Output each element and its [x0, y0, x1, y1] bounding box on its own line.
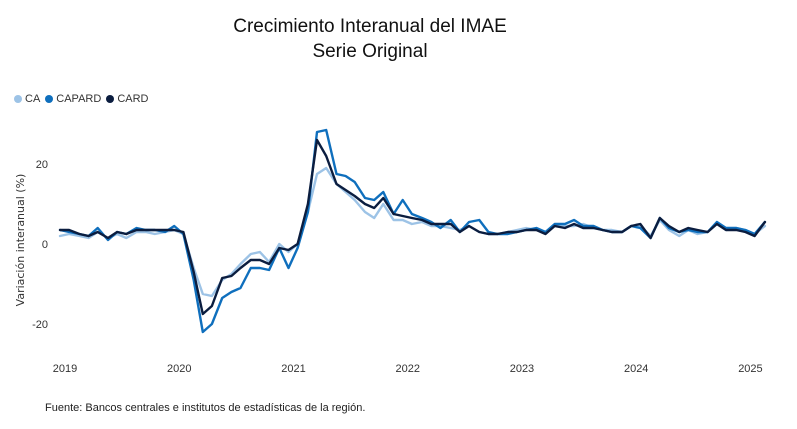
- x-tick-label: 2024: [624, 363, 648, 375]
- y-axis-title: Variación interanual (%): [14, 174, 27, 307]
- y-tick-label: 20: [36, 159, 48, 171]
- legend-label-card: CARD: [117, 93, 149, 105]
- legend-item-card[interactable]: CARD: [106, 93, 148, 105]
- x-tick-label: 2023: [510, 363, 534, 375]
- series-layer: [58, 128, 767, 334]
- y-tick-label: 0: [42, 239, 48, 251]
- x-tick-label: 2021: [281, 363, 305, 375]
- legend-swatch-card: [106, 95, 115, 103]
- legend: CA CAPARD CARD: [14, 93, 148, 105]
- legend-swatch-capard: [45, 95, 54, 103]
- source-footnote: Fuente: Bancos centrales e institutos de…: [45, 402, 366, 414]
- x-tick-label: 2019: [53, 363, 77, 375]
- axes: -20 0 20 Variación interanual (%) 2019 2020 20…: [14, 159, 763, 375]
- legend-swatch-ca: [14, 95, 22, 103]
- x-tick-label: 2022: [395, 363, 419, 375]
- legend-label-capard: CAPARD: [56, 93, 102, 105]
- chart-title: Crecimiento Interanual del IMAE: [233, 16, 507, 37]
- x-tick-label: 2020: [167, 363, 191, 375]
- series-line-card: [58, 138, 767, 316]
- x-tick-label: 2025: [738, 363, 762, 375]
- line-chart: -20 0 20 Variación interanual (%) 2019 2020 20…: [14, 128, 767, 375]
- legend-label-ca: CA: [25, 93, 41, 105]
- legend-item-capard[interactable]: CAPARD: [45, 93, 101, 105]
- legend-item-ca[interactable]: CA: [14, 93, 40, 105]
- y-tick-label: -20: [32, 319, 48, 331]
- chart-subtitle: Serie Original: [312, 41, 428, 62]
